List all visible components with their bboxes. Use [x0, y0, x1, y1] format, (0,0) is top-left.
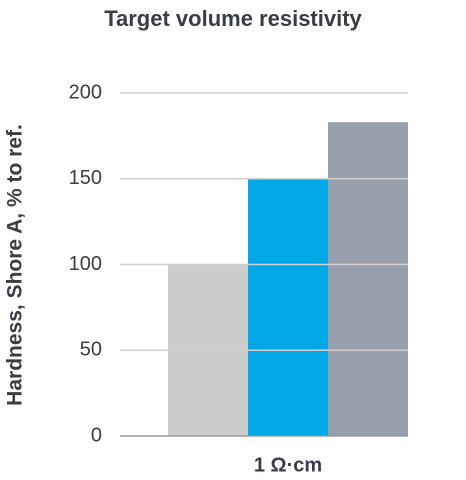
y-axis-label: Hardness, Shore A, % to ref. [4, 124, 27, 406]
y-tick-label: 50 [80, 339, 102, 361]
y-tick-label: 150 [69, 167, 102, 189]
x-tick-label: 1 Ω·cm [254, 454, 322, 476]
y-tick-label: 0 [91, 424, 102, 446]
chart-title: Target volume resistivity [104, 6, 362, 31]
y-tick-label: 100 [69, 253, 102, 275]
bar [248, 178, 328, 436]
y-tick-label: 200 [69, 81, 102, 103]
bar [328, 122, 408, 436]
